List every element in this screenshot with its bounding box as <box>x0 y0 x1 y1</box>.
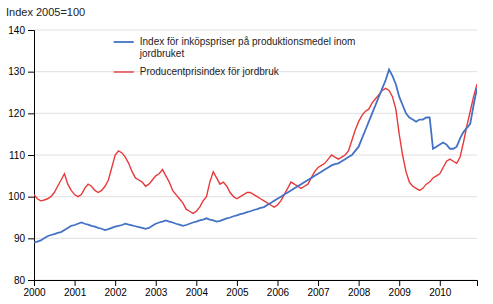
tick-mark <box>277 280 278 286</box>
tick: 2003 <box>145 280 168 298</box>
legend-label: Producentprisindex för jordbruk <box>140 66 280 77</box>
y-axis: 80 90 100 110 120 130 140 <box>8 25 34 286</box>
tick: 140 <box>8 25 34 36</box>
grid-line <box>34 30 477 31</box>
tick-label: 2007 <box>307 287 330 298</box>
legend-item: Producentprisindex för jordbruk <box>114 66 280 77</box>
series-line <box>34 70 477 243</box>
tick: 2001 <box>64 280 87 298</box>
tick-label: 2006 <box>267 287 290 298</box>
chart: 2000 2001 2002 2003 2004 2005 2006 2007 2008 2009… <box>0 0 493 304</box>
tick-label: 2010 <box>429 287 452 298</box>
tick-mark <box>28 238 34 239</box>
legend-swatch <box>114 71 134 72</box>
tick: 2010 <box>429 280 452 298</box>
legend-item: Index för inköpspriser på produktionsmed… <box>114 36 356 59</box>
tick-label: 2009 <box>389 287 412 298</box>
tick-label: 100 <box>8 191 25 202</box>
tick: 80 <box>14 275 34 286</box>
tick-mark <box>318 280 319 286</box>
tick: 2007 <box>307 280 330 298</box>
tick: 2009 <box>389 280 412 298</box>
tick-label: 80 <box>14 275 26 286</box>
series-line <box>34 84 477 213</box>
tick-label: 2008 <box>348 287 371 298</box>
tick-mark <box>28 113 34 114</box>
legend-label: Index för inköpspriser på produktionsmed… <box>139 36 356 59</box>
tick-label: 2003 <box>145 287 168 298</box>
tick-label: 2004 <box>186 287 209 298</box>
tick: 2000 <box>23 280 46 298</box>
tick-mark <box>440 280 441 286</box>
tick-label: 2001 <box>64 287 87 298</box>
tick-mark <box>28 280 34 281</box>
tick-label: 2005 <box>226 287 249 298</box>
title: Index 2005=100 <box>6 6 85 18</box>
plot-area: 2000 2001 2002 2003 2004 2005 2006 2007 2008 2009… <box>8 25 477 298</box>
tick-mark <box>115 280 116 286</box>
axis-line <box>35 281 478 287</box>
tick: 100 <box>8 191 34 202</box>
tick-mark <box>28 155 34 156</box>
tick-mark <box>196 280 197 286</box>
tick-mark <box>28 30 34 31</box>
grid <box>34 30 477 280</box>
tick: 2006 <box>267 280 290 298</box>
tick-label: 110 <box>9 150 25 161</box>
tick-mark <box>28 72 34 73</box>
tick-mark <box>28 197 34 198</box>
legend-label-line: Index för inköpspriser på produktionsmed… <box>140 36 356 47</box>
tick-label: 2000 <box>23 287 46 298</box>
x-axis: 2000 2001 2002 2003 2004 2005 2006 2007 2008 2009… <box>23 280 477 298</box>
axis-line <box>28 31 35 281</box>
tick-mark <box>75 280 76 286</box>
tick: 120 <box>8 108 34 119</box>
tick: 2004 <box>186 280 209 298</box>
legend-label-line: Producentprisindex för jordbruk <box>140 66 280 77</box>
grid-line <box>34 238 477 239</box>
tick: 110 <box>9 150 34 161</box>
tick-mark <box>359 280 360 286</box>
tick-label: 140 <box>8 25 25 36</box>
tick: 90 <box>14 233 34 244</box>
tick-label: 90 <box>14 233 26 244</box>
tick: 2002 <box>105 280 128 298</box>
tick-mark <box>237 280 238 286</box>
legend-swatch <box>114 41 134 43</box>
lines <box>34 70 477 243</box>
grid-line <box>34 155 477 156</box>
legend-label-line: jordbruket <box>139 48 185 59</box>
grid-line <box>34 113 477 114</box>
tick: 2008 <box>348 280 371 298</box>
tick-mark <box>156 280 157 286</box>
legend: Index för inköpspriser på produktionsmed… <box>114 36 356 77</box>
tick: 130 <box>8 66 34 77</box>
tick-mark <box>399 280 400 286</box>
tick-label: 120 <box>8 108 25 119</box>
tick: 2005 <box>226 280 249 298</box>
tick-label: 130 <box>8 66 25 77</box>
tick-label: 2002 <box>105 287 128 298</box>
